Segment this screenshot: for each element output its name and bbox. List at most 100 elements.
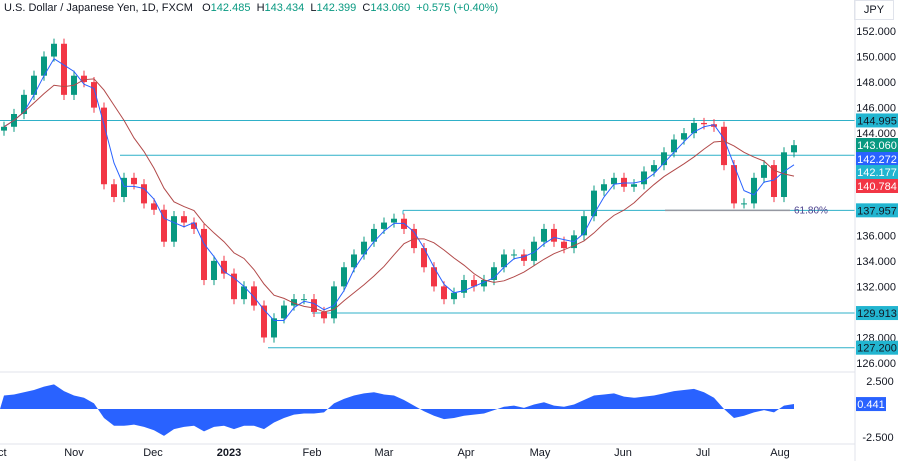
open-label: O — [202, 2, 211, 14]
candle-body — [481, 280, 487, 287]
candle-body — [671, 139, 677, 153]
candle-body — [541, 228, 547, 242]
price-tick-label: 152.000 — [856, 26, 896, 38]
slow-moving-average-line — [3, 78, 795, 313]
candle-body — [111, 184, 117, 198]
high-label: H — [256, 2, 265, 14]
last-value-badge — [856, 165, 898, 179]
level-highlight-label: 142.272 — [857, 154, 897, 166]
osc-tick-label: 2.500 — [866, 376, 894, 388]
time-axis-label: Jul — [696, 447, 710, 459]
candle-body — [391, 218, 397, 223]
candle-body — [591, 190, 597, 217]
change-value: +0.575 (+0.40%) — [416, 2, 499, 14]
level-price-label: 127.200 — [857, 343, 897, 355]
candle-body — [731, 165, 737, 204]
candle-body — [621, 177, 627, 187]
candle-body — [501, 254, 507, 268]
osc-value-label: 0.441 — [857, 399, 885, 411]
level-highlight-badge — [856, 152, 898, 166]
fib-level-label: 61.80% — [794, 205, 828, 216]
candle-body — [241, 286, 247, 300]
price-tick-label: 144.000 — [856, 128, 896, 140]
osc-tick-label: -2.500 — [862, 432, 893, 444]
candle-body — [551, 228, 557, 242]
candle-body — [321, 311, 327, 319]
level-price-badge — [856, 340, 898, 355]
candle-body — [1, 126, 7, 131]
candle-body — [301, 299, 307, 301]
candle-body — [21, 94, 27, 115]
candle-body — [281, 305, 287, 319]
last-value-label: 143.060 — [857, 140, 897, 152]
time-axis-label: Mar — [375, 447, 394, 459]
low-label: L — [310, 2, 317, 14]
candle-body — [611, 177, 617, 185]
candle-body — [771, 165, 777, 198]
time-axis-label: 2023 — [217, 447, 241, 459]
price-tick-label: 126.000 — [856, 358, 896, 370]
candle-body — [231, 273, 237, 300]
candle-body — [351, 254, 357, 268]
candle-body — [331, 286, 337, 319]
candle-body — [681, 133, 687, 140]
candle-body — [181, 216, 187, 223]
time-axis-label: Oct — [0, 447, 7, 459]
level-price-label: 144.995 — [857, 115, 897, 127]
last-value-badge — [856, 138, 898, 152]
price-tick-label: 132.000 — [856, 281, 896, 293]
candle-body — [161, 209, 167, 242]
fast-moving-average-line — [3, 57, 795, 321]
candle-body — [191, 222, 197, 229]
candle-body — [441, 286, 447, 300]
candle-body — [371, 228, 377, 242]
time-axis-label: Nov — [64, 447, 84, 459]
level-price-badge — [856, 203, 898, 218]
level-price-label: 129.913 — [857, 308, 897, 320]
level-price-label: 137.957 — [857, 205, 897, 217]
candle-body — [581, 216, 587, 236]
close-value: 143.060 — [370, 2, 411, 14]
time-axis-label: Dec — [143, 447, 163, 459]
candle-body — [91, 82, 97, 108]
oscillator-area — [0, 384, 794, 436]
candle-body — [791, 145, 797, 153]
candle-body — [531, 241, 537, 261]
candle-body — [491, 267, 497, 281]
price-tick-label: 148.000 — [856, 77, 896, 89]
last-value-label: 140.784 — [857, 181, 897, 193]
candle-body — [141, 184, 147, 204]
candle-body — [751, 177, 757, 204]
candle-body — [101, 107, 107, 185]
candle-body — [61, 43, 67, 95]
candle-body — [131, 177, 137, 185]
time-axis-label: Aug — [770, 447, 790, 459]
candle-body — [271, 318, 277, 338]
candle-body — [701, 122, 707, 125]
candle-body — [691, 122, 697, 134]
candle-body — [741, 203, 747, 205]
candle-body — [461, 280, 467, 293]
candle-body — [451, 292, 457, 300]
candle-body — [311, 299, 317, 312]
last-value-badge — [856, 179, 898, 193]
candle-body — [291, 299, 297, 306]
time-axis-label: May — [530, 447, 551, 459]
candle-body — [211, 260, 217, 281]
level-price-badge — [856, 113, 898, 128]
currency-button[interactable]: JPY — [854, 0, 894, 20]
candle-body — [781, 152, 787, 198]
close-label: C — [362, 2, 371, 14]
candle-body — [561, 241, 567, 249]
price-tick-label: 136.000 — [856, 230, 896, 242]
osc-value-badge — [856, 397, 886, 412]
candle-body — [521, 254, 527, 261]
candle-body — [121, 177, 127, 198]
candle-body — [471, 280, 477, 287]
time-axis-label: Jun — [614, 447, 632, 459]
candle-body — [601, 184, 607, 191]
candle-body — [221, 260, 227, 274]
candle-body — [341, 267, 347, 287]
high-value: 143.434 — [264, 2, 305, 14]
